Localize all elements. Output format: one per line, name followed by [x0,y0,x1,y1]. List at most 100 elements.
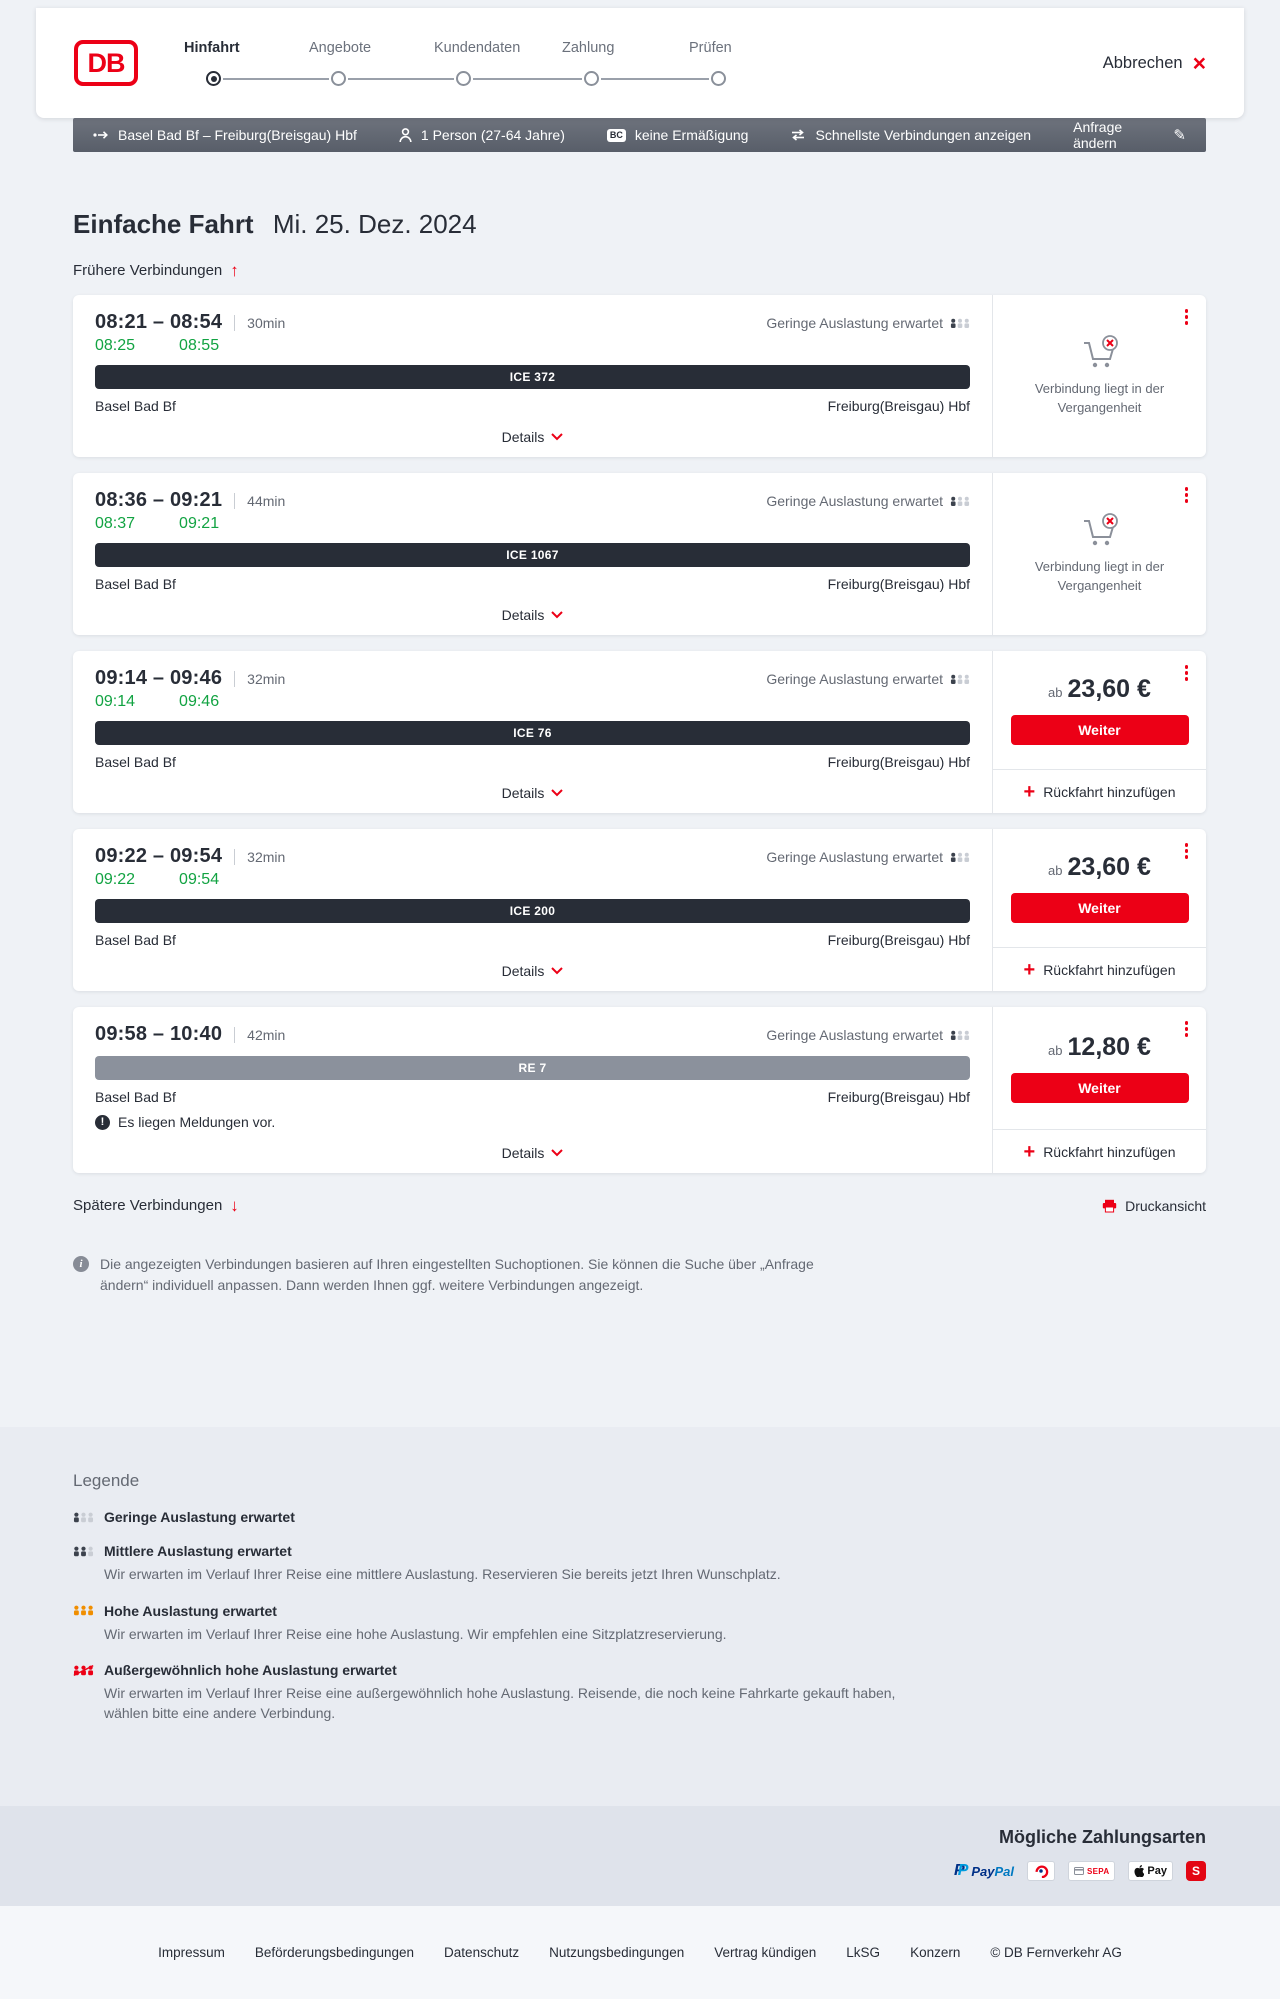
add-return-button[interactable]: + Rückfahrt hinzufügen [993,769,1206,813]
occupancy-label: Geringe Auslastung erwartet [766,493,943,509]
realtime-depart: 08:25 [95,337,136,354]
occupancy-medium-icon [73,1546,94,1556]
realtime-arrive: 09:54 [179,871,220,888]
occupancy-indicator: Geringe Auslastung erwartet [766,1027,970,1043]
kebab-menu-icon[interactable] [1183,1019,1191,1039]
trip-date: Mi. 25. Dez. 2024 [272,209,477,239]
destination-station: Freiburg(Breisgau) Hbf [827,576,970,592]
connection-main: 08:36 – 09:21 44min Geringe Auslastung e… [73,473,992,635]
destination-station: Freiburg(Breisgau) Hbf [827,932,970,948]
realtime-times: 08:37 09:21 [95,515,970,533]
cancel-button[interactable]: Abbrechen × [1103,51,1206,74]
weiter-button[interactable]: Weiter [1010,715,1189,745]
cart-crossed-icon [1083,335,1118,368]
occupancy-low-icon [950,496,970,506]
printer-icon [1102,1199,1117,1212]
sort-setting[interactable]: Schnellste Verbindungen anzeigen [790,127,1031,143]
occupancy-exceptional-icon [73,1664,94,1676]
chevron-down-icon [551,611,564,619]
add-return-label: Rückfahrt hinzufügen [1043,961,1176,978]
page-title: Einfache Fahrt Mi. 25. Dez. 2024 [73,209,1206,240]
legend-title: Legende [73,1471,140,1490]
stations-row: Basel Bad Bf Freiburg(Breisgau) Hbf [95,754,970,770]
kebab-menu-icon[interactable] [1183,841,1191,861]
price: 23,60 € [1067,853,1151,881]
occupancy-low-icon [73,1512,94,1522]
legend-item-high: Hohe Auslastung erwartet Wir erwarten im… [73,1603,1206,1645]
footer-link-datenschutz[interactable]: Datenschutz [444,1945,520,1960]
step-indicator [331,71,346,86]
route-summary: Basel Bad Bf – Freiburg(Breisgau) Hbf [93,127,357,143]
realtime-depart: 09:22 [95,871,136,888]
edit-request-label: Anfrage ändern [1073,119,1123,151]
payment-title: Mögliche Zahlungsarten [998,1827,1206,1847]
add-return-button[interactable]: + Rückfahrt hinzufügen [993,1129,1206,1173]
earlier-connections-link[interactable]: Frühere Verbindungen ↑ [73,262,1206,279]
legend-item-title: Mittlere Auslastung erwartet [104,1543,292,1559]
connection-main: 09:14 – 09:46 32min Geringe Auslastung e… [73,651,992,813]
weiter-button[interactable]: Weiter [1010,893,1189,923]
details-button[interactable]: Details [95,1145,970,1161]
route-icon [93,131,108,139]
footer-link-befoerderungsbedingungen[interactable]: Beförderungsbedingungen [254,1945,415,1960]
connection-times: 08:21 – 08:54 [95,311,223,333]
kebab-menu-icon[interactable] [1183,485,1191,505]
travelers-label: 1 Person (27-64 Jahre) [420,127,565,143]
occupancy-indicator: Geringe Auslastung erwartet [766,671,970,687]
details-button[interactable]: Details [95,607,970,623]
later-connections-link[interactable]: Spätere Verbindungen ↓ [73,1197,239,1214]
print-view-button[interactable]: Druckansicht [1102,1198,1206,1214]
details-button[interactable]: Details [95,429,970,445]
footer-link-vertrag-kuendigen[interactable]: Vertrag kündigen [714,1945,817,1960]
footer-copyright: © DB Fernverkehr AG [990,1945,1122,1960]
connection-side: ab 23,60 € Weiter + Rückfahrt hinzufügen [992,651,1206,813]
footer-link-impressum[interactable]: Impressum [158,1945,225,1960]
details-label: Details [501,785,545,801]
add-return-button[interactable]: + Rückfahrt hinzufügen [993,947,1206,991]
footer-link-nutzungsbedingungen[interactable]: Nutzungsbedingungen [549,1945,685,1960]
search-summary-bar: Basel Bad Bf – Freiburg(Breisgau) Hbf 1 … [73,118,1206,152]
kebab-menu-icon[interactable] [1183,307,1191,327]
occupancy-indicator: Geringe Auslastung erwartet [766,493,970,509]
connection-card: 09:58 – 10:40 42min Geringe Auslastung e… [73,1007,1206,1173]
travelers-summary: 1 Person (27-64 Jahre) [399,127,565,143]
plus-icon: + [1023,958,1036,981]
stations-row: Basel Bad Bf Freiburg(Breisgau) Hbf [95,576,970,592]
step-indicator [456,71,471,86]
later-connections-label: Spätere Verbindungen [73,1197,223,1214]
chevron-down-icon [551,967,564,975]
step-connector [223,77,329,80]
pencil-icon: ✎ [1173,127,1186,144]
occupancy-indicator: Geringe Auslastung erwartet [766,849,970,865]
trip-type: Einfache Fahrt [73,209,254,239]
sofort-icon: S [1186,1861,1206,1881]
details-label: Details [501,429,545,445]
occupancy-indicator: Geringe Auslastung erwartet [766,315,970,331]
origin-station: Basel Bad Bf [95,1089,176,1105]
db-logo: DB [74,40,138,86]
connection-times: 09:22 – 09:54 [95,845,223,867]
footer-link-konzern[interactable]: Konzern [910,1945,961,1960]
realtime-times: 09:14 09:46 [95,693,970,711]
connection-times: 09:14 – 09:46 [95,667,223,689]
step-hinfahrt: Hinfahrt [184,40,240,56]
details-button[interactable]: Details [95,963,970,979]
weiter-button[interactable]: Weiter [1010,1073,1189,1103]
realtime-depart: 08:37 [95,515,136,532]
details-label: Details [501,1145,545,1161]
plus-icon: + [1023,780,1036,803]
stations-row: Basel Bad Bf Freiburg(Breisgau) Hbf [95,932,970,948]
connection-main: 08:21 – 08:54 30min Geringe Auslastung e… [73,295,992,457]
legend-item-desc: Wir erwarten im Verlauf Ihrer Reise eine… [104,1566,781,1582]
origin-station: Basel Bad Bf [95,576,176,592]
connection-duration: 42min [234,1027,285,1043]
edit-request-button[interactable]: Anfrage ändern ✎ [1073,119,1186,151]
step-connector [348,77,454,80]
occupancy-low-icon [950,318,970,328]
kebab-menu-icon[interactable] [1183,663,1191,683]
chevron-down-icon [551,433,564,441]
details-button[interactable]: Details [95,785,970,801]
footer-link-lksg[interactable]: LkSG [846,1945,881,1960]
legend-item-desc: Wir erwarten im Verlauf Ihrer Reise eine… [104,1625,727,1642]
stations-row: Basel Bad Bf Freiburg(Breisgau) Hbf [95,398,970,414]
